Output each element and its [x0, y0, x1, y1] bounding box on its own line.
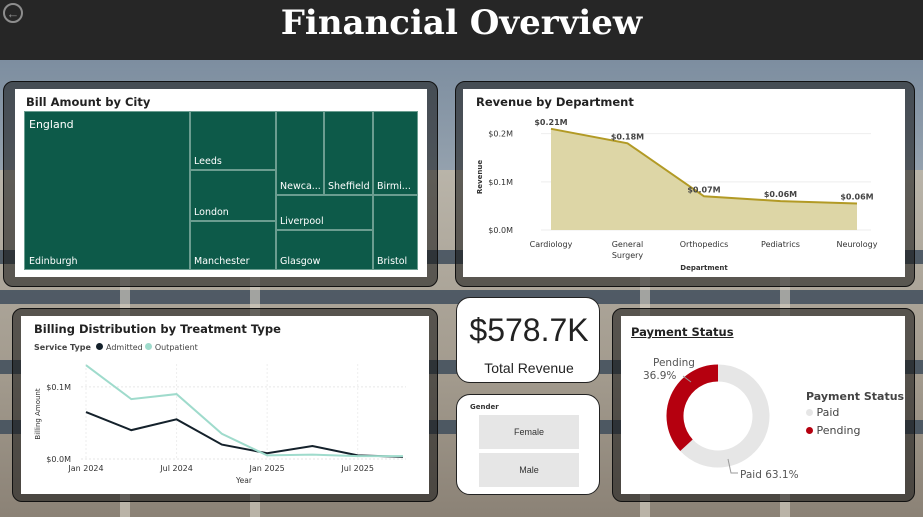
- treemap-cell-bristol[interactable]: Bristol: [373, 195, 418, 270]
- revenue-ytick-label-0: $0.2M: [488, 130, 513, 139]
- billing-yaxis-title: Billing Amount: [34, 388, 42, 439]
- treemap-label-liverpool: Liverpool: [280, 216, 324, 227]
- treemap-cell-newcastle[interactable]: Newca...: [276, 111, 324, 195]
- legend-marker-pending: [806, 427, 813, 434]
- legend-marker-paid: [806, 409, 813, 416]
- slicer-option-male[interactable]: Male: [479, 453, 579, 487]
- revenue-panel: Revenue by Department $0.2M $0.1M $0.0M $0.…: [463, 89, 905, 277]
- revenue-xtick-label-1-0: General: [612, 240, 644, 249]
- paid-data-label: Paid 63.1%: [740, 469, 799, 481]
- treemap-cell-glasgow[interactable]: Glasgow: [276, 230, 373, 270]
- revenue-xtick-label-1-1: Surgery: [612, 251, 644, 260]
- revenue-xtick-label-3-0: Pediatrics: [761, 240, 800, 249]
- revenue-ytick-label-2: $0.0M: [488, 226, 513, 235]
- revenue-ytick-label-1: $0.1M: [488, 178, 513, 187]
- treemap-label-leeds: Leeds: [194, 156, 222, 167]
- treemap-label-newcastle: Newca...: [280, 181, 321, 192]
- pending-pct-label: 36.9%: [643, 370, 676, 382]
- treemap-label-birmingham: Birmi...: [377, 181, 411, 192]
- treemap: England Edinburgh Leeds London Mancheste…: [24, 111, 418, 270]
- billing-xtick-label-3: Jul 2025: [340, 464, 374, 473]
- treemap-cell-birmingham[interactable]: Birmi...: [373, 111, 418, 195]
- billing-xtick-label-0: Jan 2024: [67, 464, 103, 473]
- billing-ytick-label-1: $0.0M: [46, 455, 71, 464]
- treemap-label-london: London: [194, 207, 229, 218]
- legend-label-outpatient: Outpatient: [154, 343, 198, 352]
- billing-ytick-label-0: $0.1M: [46, 383, 71, 392]
- total-revenue-card: $578.7K Total Revenue: [456, 297, 600, 383]
- revenue-data-label-1: $0.18M: [611, 132, 644, 141]
- revenue-xtick-label-4-0: Neurology: [837, 240, 878, 249]
- treemap-label-bristol: Bristol: [377, 256, 408, 267]
- page-title: Financial Overview: [280, 3, 643, 43]
- revenue-xtick-label-2-0: Orthopedics: [680, 240, 729, 249]
- legend-label-paid: Paid: [816, 406, 840, 419]
- treemap-label-glasgow: Glasgow: [280, 256, 321, 267]
- treemap-cell-london[interactable]: London: [190, 170, 276, 221]
- treemap-cell-manchester[interactable]: Manchester: [190, 221, 276, 270]
- gender-slicer: Gender Female Male: [456, 394, 600, 495]
- billing-panel: Billing Distribution by Treatment Type S…: [21, 316, 429, 494]
- payment-legend-title: Payment Status: [806, 390, 905, 403]
- total-revenue-label: Total Revenue: [484, 360, 574, 376]
- billing-chart-title: Billing Distribution by Treatment Type: [34, 322, 281, 336]
- arrow-left-circle-icon[interactable]: ←: [3, 3, 23, 23]
- billing-series-line-outpatient: [85, 364, 403, 458]
- legend-marker-admitted: [96, 343, 104, 350]
- payment-legend: Payment Status Paid Pending: [806, 390, 904, 437]
- billing-xtick-label-2: Jan 2025: [249, 464, 285, 473]
- billing-xaxis-title: Year: [235, 476, 253, 485]
- slicer-title: Gender: [470, 403, 499, 411]
- treemap-cell-sheffield[interactable]: Sheffield: [324, 111, 373, 195]
- legend-label-admitted: Admitted: [106, 343, 143, 352]
- revenue-data-label-2: $0.07M: [687, 185, 720, 194]
- legend-label-pending: Pending: [816, 424, 861, 437]
- revenue-xtick-label-0-0: Cardiology: [530, 240, 573, 249]
- payment-panel: Payment Status Pending 36.9% Paid 63.1% Pa…: [621, 316, 905, 494]
- legend-item-pending: Pending: [806, 424, 904, 437]
- treemap-group-label: England: [29, 118, 74, 131]
- revenue-line: [550, 127, 858, 205]
- treemap-label-edinburgh: Edinburgh: [29, 256, 78, 267]
- legend-marker-outpatient: [145, 343, 153, 350]
- billing-xtick-label-1: Jul 2024: [159, 464, 193, 473]
- revenue-xaxis-title: Department: [680, 264, 728, 272]
- treemap-label-manchester: Manchester: [194, 256, 250, 267]
- revenue-chart-title: Revenue by Department: [476, 95, 634, 109]
- treemap-cell-leeds[interactable]: Leeds: [190, 111, 276, 170]
- paid-leader-line: [727, 458, 738, 474]
- treemap-cell-edinburgh[interactable]: England Edinburgh: [24, 111, 190, 270]
- pending-data-label: Pending: [653, 357, 695, 369]
- treemap-label-sheffield: Sheffield: [328, 181, 370, 192]
- treemap-panel: Bill Amount by City England Edinburgh Le…: [15, 89, 427, 277]
- legend-title: Service Type: [34, 343, 91, 352]
- donut-slice-pending: [666, 364, 719, 452]
- revenue-area-chart: $0.2M $0.1M $0.0M $0.21M Cardiology $0.18M Gen…: [476, 118, 878, 272]
- billing-legend: Service Type Admitted Outpatient: [34, 343, 198, 352]
- total-revenue-value: $578.7K: [469, 312, 589, 348]
- billing-series-line-admitted: [85, 411, 404, 458]
- treemap-cell-liverpool[interactable]: Liverpool: [276, 195, 373, 230]
- payment-title: Payment Status: [631, 325, 734, 339]
- treemap-title: Bill Amount by City: [26, 95, 151, 109]
- header-bar: [0, 0, 923, 60]
- revenue-data-label-4: $0.06M: [840, 193, 873, 202]
- revenue-yaxis-title: Revenue: [476, 160, 484, 194]
- pending-leader-line: [682, 375, 692, 383]
- revenue-data-label-0: $0.21M: [534, 118, 567, 127]
- revenue-data-label-3: $0.06M: [764, 190, 797, 199]
- legend-item-paid: Paid: [806, 406, 904, 419]
- revenue-area: [551, 128, 857, 230]
- slicer-option-female[interactable]: Female: [479, 415, 579, 449]
- donut-slice-paid: [680, 364, 770, 468]
